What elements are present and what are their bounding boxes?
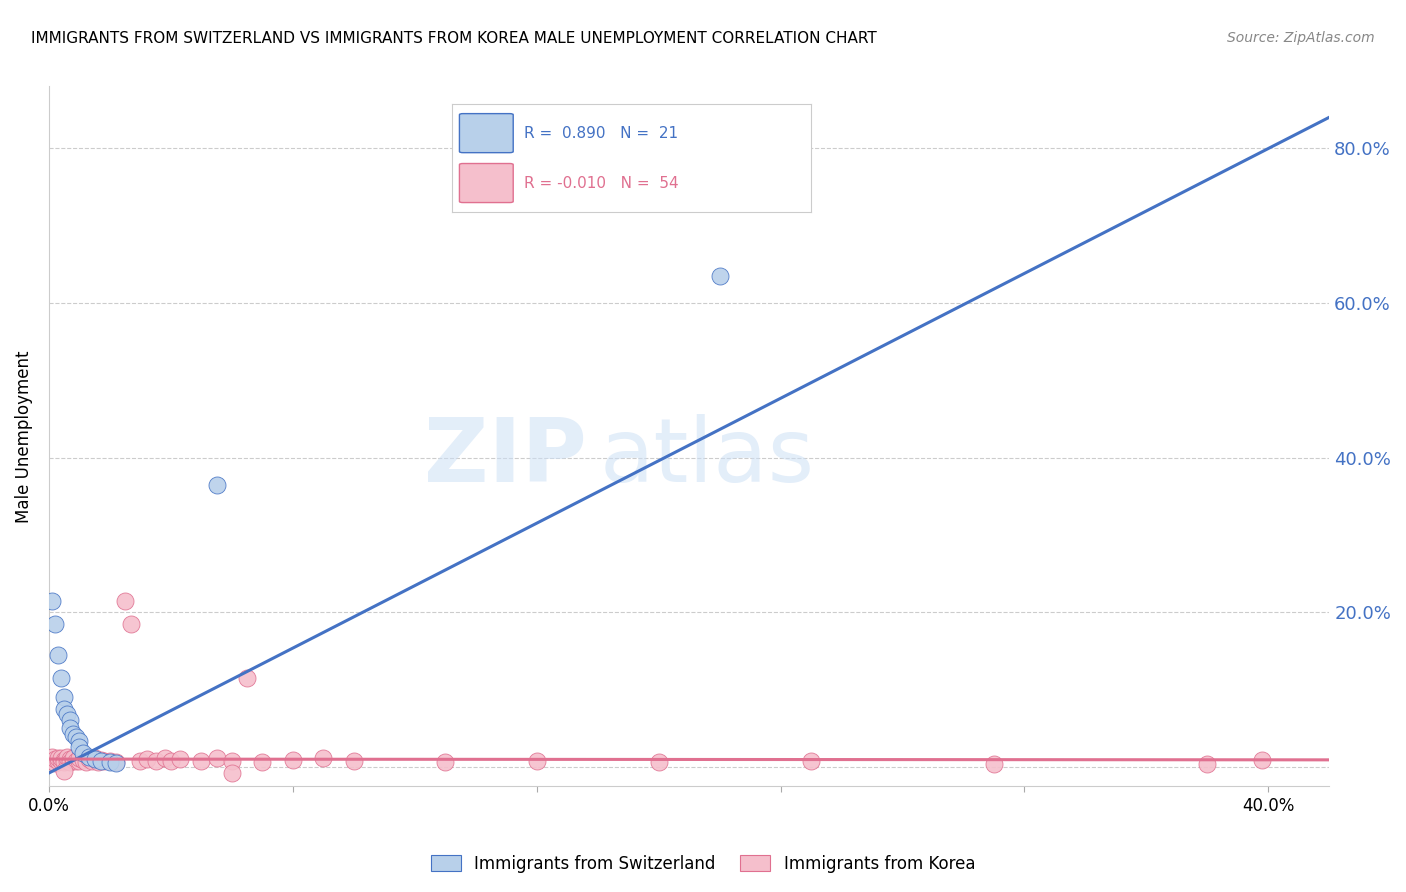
Text: Source: ZipAtlas.com: Source: ZipAtlas.com — [1227, 31, 1375, 45]
Point — [46, 750, 69, 764]
Point — [51, 751, 73, 765]
Point — [69, 751, 91, 765]
Point — [53, 755, 76, 769]
Point — [205, 477, 228, 491]
Point — [41, 593, 63, 607]
Point — [281, 753, 304, 767]
Point — [41, 754, 63, 768]
Point — [145, 755, 167, 769]
Point — [105, 755, 128, 769]
Point — [983, 756, 1005, 771]
Point — [129, 754, 152, 768]
Point — [120, 616, 142, 631]
Point — [153, 750, 176, 764]
Point — [77, 752, 100, 766]
Point — [647, 755, 669, 769]
Legend: Immigrants from Switzerland, Immigrants from Korea: Immigrants from Switzerland, Immigrants … — [425, 848, 981, 880]
Point — [72, 746, 94, 760]
Point — [56, 749, 79, 764]
Point — [53, 764, 76, 778]
Point — [709, 268, 731, 283]
Point — [56, 754, 79, 768]
Point — [46, 754, 69, 768]
Point — [62, 753, 84, 767]
Point — [312, 750, 335, 764]
Point — [90, 753, 112, 767]
Point — [526, 754, 548, 768]
Text: IMMIGRANTS FROM SWITZERLAND VS IMMIGRANTS FROM KOREA MALE UNEMPLOYMENT CORRELATI: IMMIGRANTS FROM SWITZERLAND VS IMMIGRANT… — [31, 31, 877, 46]
Text: atlas: atlas — [599, 414, 814, 500]
Point — [83, 752, 105, 766]
Point — [93, 755, 115, 769]
Point — [98, 754, 121, 768]
Point — [69, 740, 91, 755]
Point — [59, 755, 82, 769]
Point — [51, 671, 73, 685]
Point — [77, 749, 100, 764]
Point — [800, 755, 823, 769]
Point — [221, 766, 243, 780]
Point — [83, 750, 105, 764]
Point — [44, 616, 66, 631]
Point — [1251, 753, 1274, 767]
Point — [87, 755, 110, 769]
Point — [114, 593, 136, 607]
Point — [135, 752, 157, 766]
Point — [75, 755, 97, 769]
Point — [59, 721, 82, 735]
Point — [98, 755, 121, 769]
Point — [46, 648, 69, 662]
Point — [62, 750, 84, 764]
Point — [160, 754, 183, 768]
Point — [169, 752, 191, 766]
Point — [59, 752, 82, 766]
Point — [69, 755, 91, 769]
Point — [51, 755, 73, 769]
Point — [90, 754, 112, 768]
Point — [252, 755, 274, 769]
Point — [205, 751, 228, 765]
Point — [41, 749, 63, 764]
Point — [53, 702, 76, 716]
Point — [105, 756, 128, 770]
Point — [59, 714, 82, 728]
Point — [62, 726, 84, 740]
Point — [221, 754, 243, 768]
Point — [65, 731, 87, 745]
Point — [69, 734, 91, 748]
Point — [53, 753, 76, 767]
Point — [53, 690, 76, 705]
Point — [56, 707, 79, 722]
Text: ZIP: ZIP — [425, 414, 586, 500]
Point — [65, 754, 87, 768]
Point — [1197, 756, 1219, 771]
Point — [72, 753, 94, 767]
Point — [44, 756, 66, 770]
Point — [236, 671, 259, 685]
Point — [343, 754, 366, 768]
Y-axis label: Male Unemployment: Male Unemployment — [15, 350, 32, 523]
Point — [44, 752, 66, 766]
Point — [190, 754, 212, 768]
Point — [434, 755, 457, 769]
Point — [80, 754, 103, 768]
